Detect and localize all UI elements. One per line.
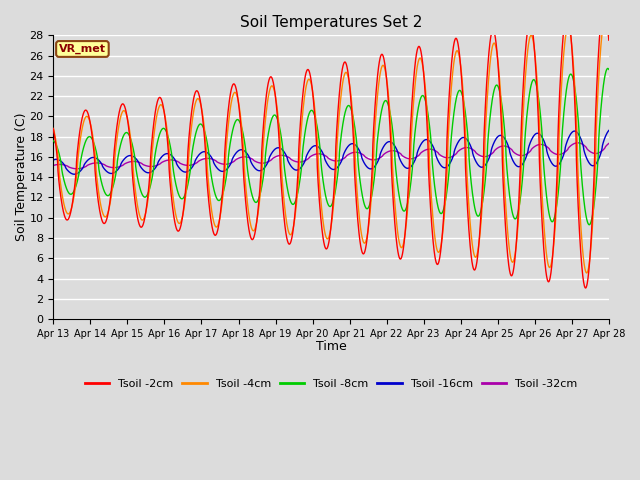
Text: VR_met: VR_met	[59, 44, 106, 54]
Y-axis label: Soil Temperature (C): Soil Temperature (C)	[15, 113, 28, 241]
X-axis label: Time: Time	[316, 340, 346, 353]
Legend: Tsoil -2cm, Tsoil -4cm, Tsoil -8cm, Tsoil -16cm, Tsoil -32cm: Tsoil -2cm, Tsoil -4cm, Tsoil -8cm, Tsoi…	[81, 374, 582, 393]
Title: Soil Temperatures Set 2: Soil Temperatures Set 2	[240, 15, 422, 30]
